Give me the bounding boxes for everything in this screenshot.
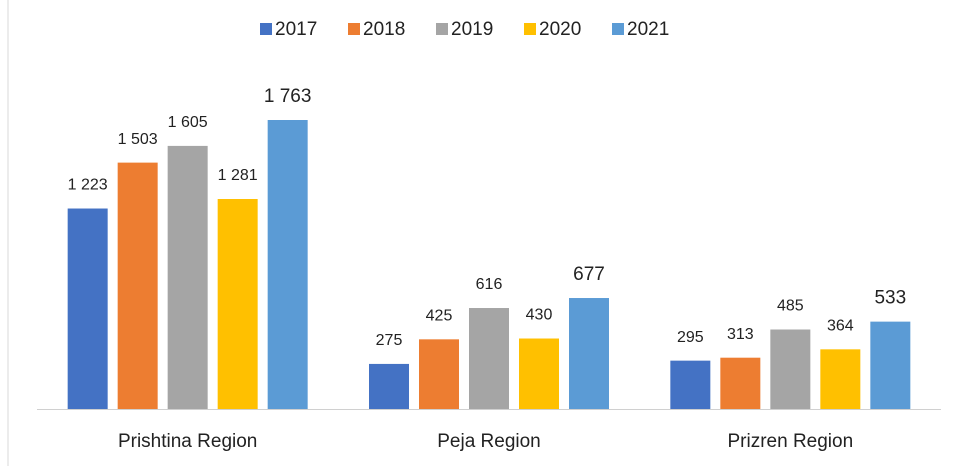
- bar: [217, 199, 258, 409]
- bar: [770, 329, 811, 409]
- bar: [117, 162, 158, 409]
- bar: [519, 338, 559, 409]
- bar: [670, 360, 711, 409]
- legend-label: 2020: [539, 19, 581, 40]
- value-label: 364: [827, 318, 854, 335]
- value-label: 1 281: [218, 167, 258, 184]
- bar: [469, 308, 509, 409]
- value-label: 1 763: [264, 86, 312, 107]
- value-label: 616: [476, 276, 503, 293]
- value-label: 677: [573, 264, 605, 285]
- bar: [820, 349, 861, 409]
- bar: [67, 208, 108, 409]
- value-label: 425: [426, 308, 453, 325]
- legend-label: 2019: [451, 19, 493, 40]
- x-tick-label: Peja Region: [437, 431, 541, 452]
- value-label: 430: [526, 307, 553, 324]
- bar: [419, 339, 459, 409]
- legend-swatch: [260, 23, 272, 35]
- bar: [267, 120, 308, 409]
- legend-label: 2018: [363, 19, 405, 40]
- bar: [167, 145, 208, 409]
- value-label: 485: [777, 298, 804, 315]
- bar: [720, 357, 761, 409]
- bar: [569, 298, 609, 409]
- value-label: 533: [874, 288, 906, 309]
- value-label: 1 223: [68, 177, 108, 194]
- value-label: 1 605: [168, 114, 208, 131]
- legend-swatch: [348, 23, 360, 35]
- bar: [369, 363, 409, 409]
- value-label: 313: [727, 326, 754, 343]
- value-label: 295: [677, 329, 704, 346]
- x-tick-label: Prishtina Region: [118, 431, 257, 452]
- legend-swatch: [436, 23, 448, 35]
- x-tick-label: Prizren Region: [727, 431, 853, 452]
- value-label: 1 503: [118, 131, 158, 148]
- value-label: 275: [376, 332, 403, 349]
- legend-swatch: [524, 23, 536, 35]
- legend-label: 2021: [627, 19, 669, 40]
- legend-swatch: [612, 23, 624, 35]
- bar: [870, 321, 911, 409]
- legend-label: 2017: [275, 19, 317, 40]
